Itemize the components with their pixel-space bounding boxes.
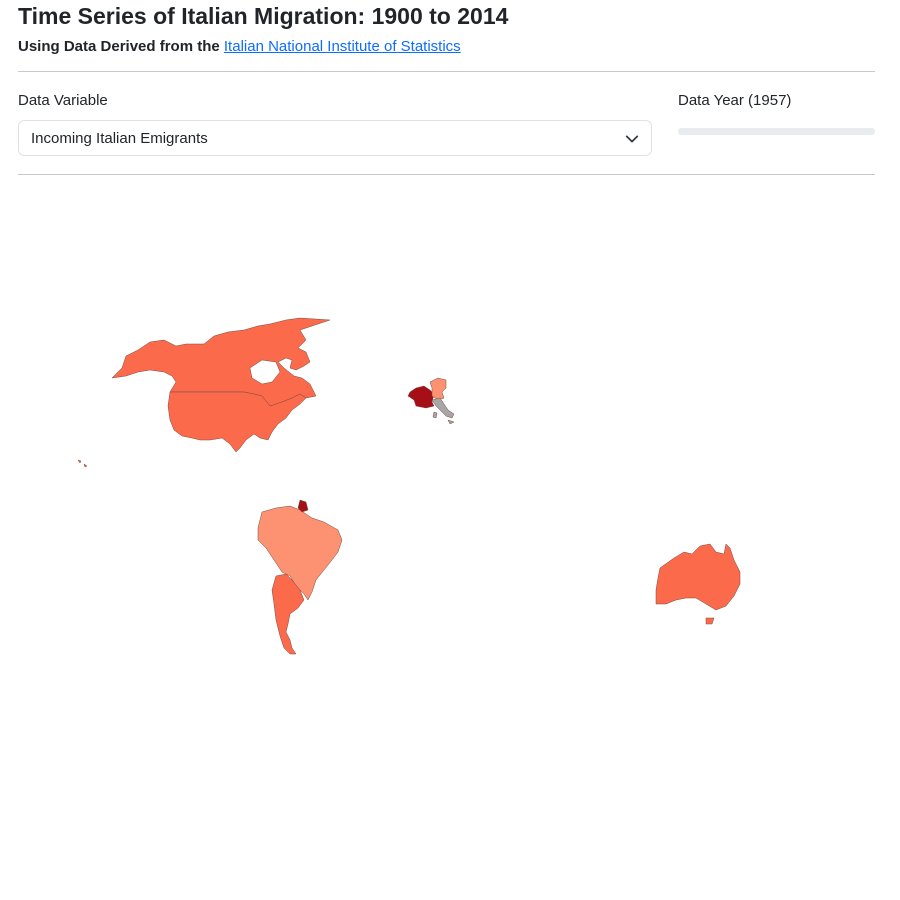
choropleth-map bbox=[77, 317, 741, 655]
data-year-slider[interactable] bbox=[678, 128, 875, 135]
chevron-down-icon bbox=[625, 135, 639, 143]
controls-divider bbox=[18, 174, 875, 175]
country-brazil[interactable] bbox=[257, 505, 343, 601]
data-variable-label: Data Variable bbox=[18, 92, 108, 109]
data-variable-select[interactable]: Incoming Italian Emigrants bbox=[18, 120, 652, 156]
page-subtitle: Using Data Derived from the Italian Nati… bbox=[18, 36, 461, 58]
header-divider bbox=[18, 71, 875, 72]
data-variable-value: Incoming Italian Emigrants bbox=[31, 130, 208, 147]
source-link[interactable]: Italian National Institute of Statistics bbox=[223, 38, 461, 55]
data-year-label: Data Year (1957) bbox=[678, 92, 792, 109]
country-switzerland[interactable] bbox=[429, 377, 447, 401]
country-italy[interactable] bbox=[431, 397, 455, 425]
country-french-guiana[interactable] bbox=[297, 499, 309, 513]
country-australia[interactable] bbox=[655, 543, 741, 625]
page-title: Time Series of Italian Migration: 1900 t… bbox=[18, 3, 509, 29]
country-argentina[interactable] bbox=[271, 573, 305, 655]
country-united-states-hawaii[interactable] bbox=[77, 459, 88, 468]
country-france[interactable] bbox=[407, 385, 435, 409]
subtitle-prefix: Using Data Derived from the bbox=[18, 38, 220, 55]
country-united-states[interactable] bbox=[167, 391, 307, 453]
